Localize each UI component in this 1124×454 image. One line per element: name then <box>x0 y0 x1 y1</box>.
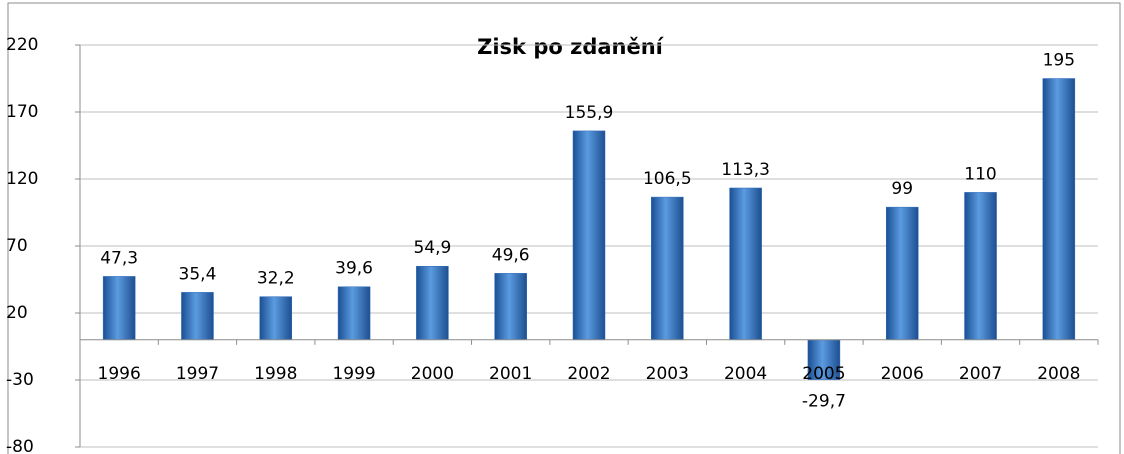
y-tick-label: 20 <box>6 303 28 323</box>
chart-frame <box>7 2 1121 454</box>
x-tick-label: 2008 <box>1037 364 1080 384</box>
x-tick-label: 1996 <box>98 364 141 384</box>
chart-title: Zisk po zdanění <box>477 35 665 59</box>
bar <box>337 286 371 341</box>
value-label: 110 <box>964 164 996 184</box>
x-tick-label: 1997 <box>176 364 219 384</box>
x-tick-label: 2007 <box>959 364 1002 384</box>
value-label: 195 <box>1043 51 1075 71</box>
bar <box>729 187 762 341</box>
bar <box>102 276 136 341</box>
value-label: 54,9 <box>413 238 451 258</box>
bar <box>416 265 449 341</box>
value-label: 47,3 <box>100 248 138 268</box>
bar <box>807 339 841 380</box>
value-label: 155,9 <box>565 103 614 123</box>
bar <box>259 296 293 341</box>
bar <box>181 292 214 341</box>
y-tick-label: -30 <box>6 370 34 390</box>
y-tick-label: 170 <box>6 102 38 122</box>
y-tick-label: 70 <box>6 236 28 256</box>
value-label: 39,6 <box>335 259 373 279</box>
bar <box>885 206 919 341</box>
x-tick-label: 2006 <box>881 364 924 384</box>
value-label: 49,6 <box>492 245 530 265</box>
bar <box>1042 78 1076 341</box>
x-tick-label: 2001 <box>489 364 532 384</box>
bar <box>651 196 684 341</box>
x-tick-label: 1999 <box>332 364 375 384</box>
value-label: 35,4 <box>179 264 217 284</box>
value-label: 32,2 <box>257 269 295 289</box>
y-tick-label: -80 <box>6 437 34 454</box>
y-tick-label: 120 <box>6 169 38 189</box>
bar <box>494 273 527 341</box>
value-label: 113,3 <box>721 160 770 180</box>
x-tick-label: 2005 <box>802 364 845 384</box>
bar <box>964 192 997 341</box>
x-tick-label: 2004 <box>724 364 767 384</box>
x-tick-label: 2000 <box>411 364 454 384</box>
x-tick-label: 2002 <box>567 364 610 384</box>
x-tick-label: 1998 <box>254 364 297 384</box>
value-label: 99 <box>891 179 913 199</box>
value-label: -29,7 <box>802 392 846 412</box>
value-label: 106,5 <box>643 169 692 189</box>
y-tick-label: 220 <box>6 35 38 55</box>
x-tick-label: 2003 <box>646 364 689 384</box>
bar <box>572 130 606 341</box>
